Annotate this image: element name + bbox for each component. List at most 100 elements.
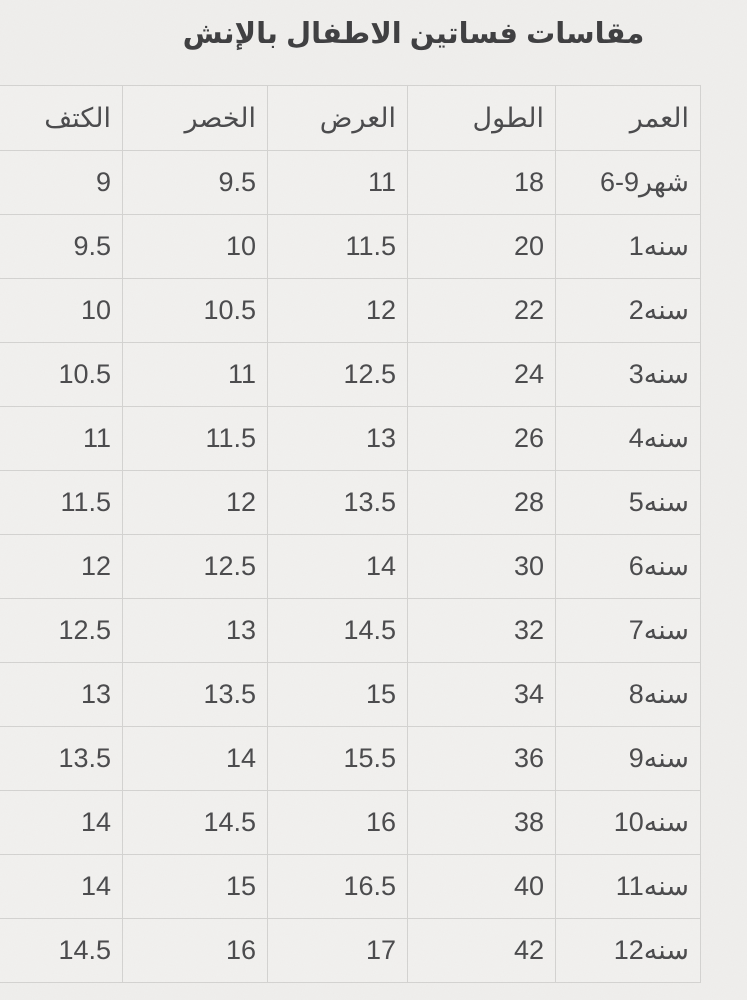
value-cell: 10.5 — [122, 278, 268, 343]
value-cell: 9.5 — [0, 214, 123, 279]
value-cell: 34 — [407, 662, 556, 727]
value-cell: 36 — [407, 726, 556, 791]
age-label: 5سنه — [628, 487, 689, 517]
table-row: 9سنه 36 15.5 14 13.5 — [0, 726, 701, 791]
table-row: 7سنه 32 14.5 13 12.5 — [0, 598, 701, 663]
value-cell: 10 — [0, 278, 123, 343]
table-row: 2سنه 22 12 10.5 10 — [0, 278, 701, 343]
value-cell: 16 — [122, 918, 268, 983]
value-cell: 16 — [267, 790, 408, 855]
table-row: 1سنه 20 11.5 10 9.5 — [0, 214, 701, 279]
age-cell: 1سنه — [555, 214, 701, 279]
value-cell: 14 — [0, 790, 123, 855]
age-label: 7سنه — [628, 615, 689, 645]
age-cell: 2سنه — [555, 278, 701, 343]
value-cell: 14 — [267, 534, 408, 599]
column-header-1: الطول — [407, 85, 556, 151]
value-cell: 12 — [267, 278, 408, 343]
value-cell: 9 — [0, 150, 123, 215]
value-cell: 13 — [267, 406, 408, 471]
value-cell: 12.5 — [0, 598, 123, 663]
column-header-4: الكتف — [0, 85, 123, 151]
column-header-2: العرض — [267, 85, 408, 151]
table-row: 6سنه 30 14 12.5 12 — [0, 534, 701, 599]
value-cell: 12 — [0, 534, 123, 599]
page-title: مقاسات فساتين الاطفال بالإنش — [182, 18, 645, 50]
age-cell: 10سنه — [555, 790, 701, 855]
value-cell: 13.5 — [267, 470, 408, 535]
value-cell: 17 — [267, 918, 408, 983]
age-cell: 6-9شهر — [555, 150, 701, 215]
size-chart-table: العمر الطول العرض الخصر الكتف 6-9شهر 18 11 9.5 9… — [0, 85, 701, 983]
age-label: 8سنه — [628, 679, 689, 709]
age-cell: 7سنه — [555, 598, 701, 663]
age-label: 10سنه — [613, 807, 689, 837]
value-cell: 13.5 — [122, 662, 268, 727]
value-cell: 9.5 — [122, 150, 268, 215]
size-chart-wrapper: العمر الطول العرض الخصر الكتف 6-9شهر 18 11 9.5 9… — [0, 85, 701, 983]
age-label: 12سنه — [613, 935, 689, 965]
value-cell: 24 — [407, 342, 556, 407]
value-cell: 13 — [0, 662, 123, 727]
value-cell: 12 — [122, 470, 268, 535]
value-cell: 11 — [0, 406, 123, 471]
table-body: 6-9شهر 18 11 9.5 9 1سنه 20 11.5 10 9.5 2سنه 22 12 10.… — [0, 150, 701, 983]
table-row: 3سنه 24 12.5 11 10.5 — [0, 342, 701, 407]
value-cell: 14 — [0, 854, 123, 919]
value-cell: 22 — [407, 278, 556, 343]
value-cell: 28 — [407, 470, 556, 535]
value-cell: 13.5 — [0, 726, 123, 791]
value-cell: 18 — [407, 150, 556, 215]
age-label: 6سنه — [628, 551, 689, 581]
column-header-0: العمر — [555, 85, 701, 151]
age-label: 2سنه — [628, 295, 689, 325]
age-label: 6-9شهر — [600, 167, 689, 197]
value-cell: 11 — [122, 342, 268, 407]
value-cell: 15.5 — [267, 726, 408, 791]
value-cell: 40 — [407, 854, 556, 919]
value-cell: 15 — [267, 662, 408, 727]
age-label: 3سنه — [628, 359, 689, 389]
table-row: 11سنه 40 16.5 15 14 — [0, 854, 701, 919]
age-cell: 3سنه — [555, 342, 701, 407]
value-cell: 12.5 — [267, 342, 408, 407]
table-row: 4سنه 26 13 11.5 11 — [0, 406, 701, 471]
age-label: 4سنه — [628, 423, 689, 453]
age-cell: 12سنه — [555, 918, 701, 983]
value-cell: 11.5 — [122, 406, 268, 471]
table-row: 5سنه 28 13.5 12 11.5 — [0, 470, 701, 535]
value-cell: 16.5 — [267, 854, 408, 919]
table-row: 12سنه 42 17 16 14.5 — [0, 918, 701, 983]
value-cell: 14.5 — [0, 918, 123, 983]
value-cell: 12.5 — [122, 534, 268, 599]
value-cell: 10 — [122, 214, 268, 279]
age-label: 9سنه — [628, 743, 689, 773]
value-cell: 30 — [407, 534, 556, 599]
value-cell: 14.5 — [267, 598, 408, 663]
value-cell: 15 — [122, 854, 268, 919]
age-cell: 4سنه — [555, 406, 701, 471]
value-cell: 14.5 — [122, 790, 268, 855]
value-cell: 42 — [407, 918, 556, 983]
age-cell: 11سنه — [555, 854, 701, 919]
table-row: 10سنه 38 16 14.5 14 — [0, 790, 701, 855]
value-cell: 13 — [122, 598, 268, 663]
age-cell: 8سنه — [555, 662, 701, 727]
value-cell: 38 — [407, 790, 556, 855]
value-cell: 20 — [407, 214, 556, 279]
value-cell: 11 — [267, 150, 408, 215]
age-cell: 9سنه — [555, 726, 701, 791]
age-label: 1سنه — [628, 231, 689, 261]
header-row: العمر الطول العرض الخصر الكتف — [0, 85, 701, 151]
value-cell: 11.5 — [0, 470, 123, 535]
table-header: العمر الطول العرض الخصر الكتف — [0, 85, 701, 151]
age-cell: 5سنه — [555, 470, 701, 535]
table-row: 6-9شهر 18 11 9.5 9 — [0, 150, 701, 215]
age-cell: 6سنه — [555, 534, 701, 599]
value-cell: 14 — [122, 726, 268, 791]
table-row: 8سنه 34 15 13.5 13 — [0, 662, 701, 727]
age-label: 11سنه — [615, 871, 689, 901]
value-cell: 26 — [407, 406, 556, 471]
value-cell: 32 — [407, 598, 556, 663]
